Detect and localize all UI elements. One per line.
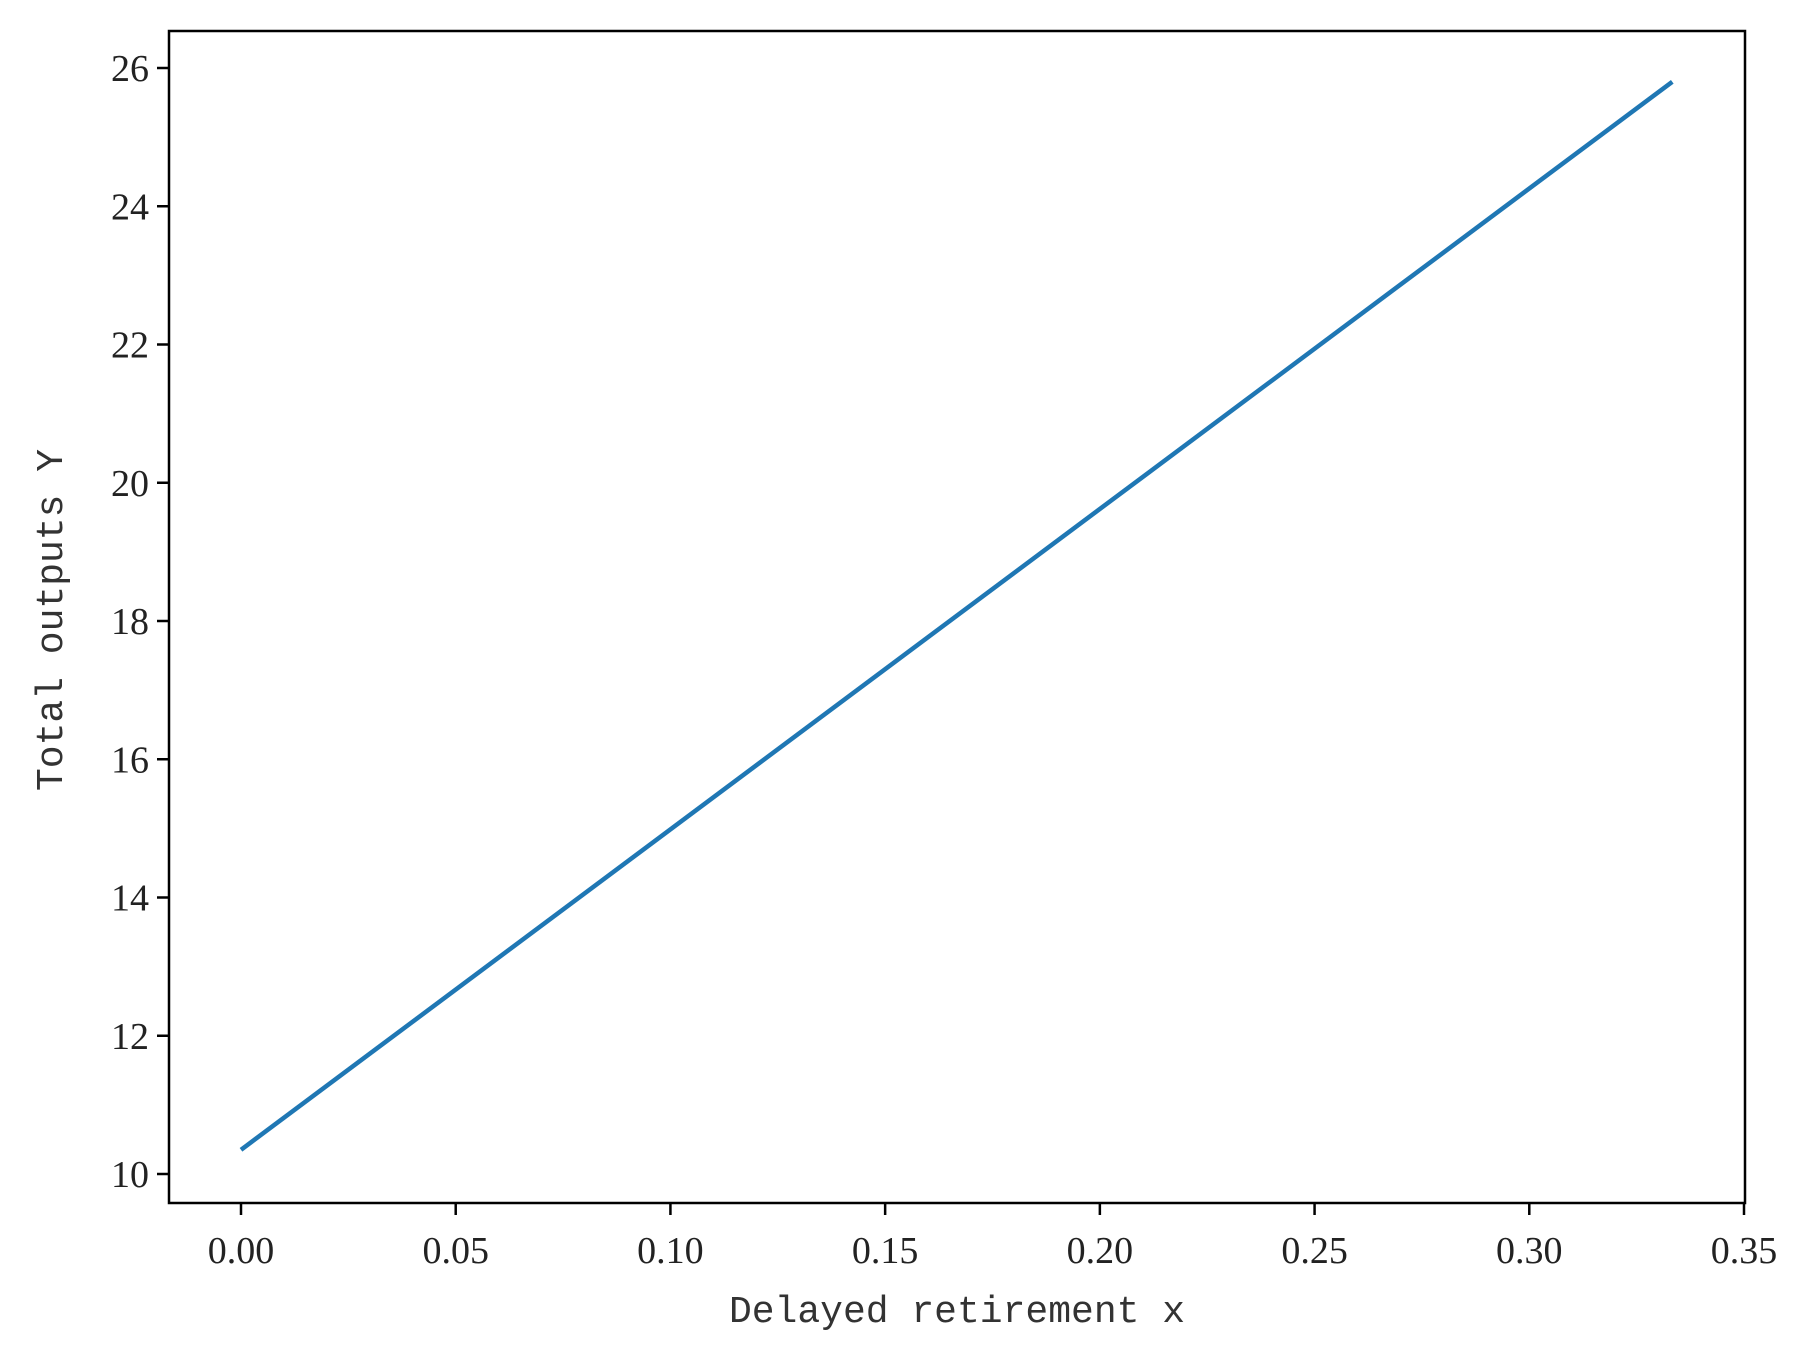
series-line bbox=[239, 80, 1674, 1152]
x-tick-label: 0.15 bbox=[852, 1230, 919, 1272]
y-tick-label: 10 bbox=[111, 1154, 149, 1196]
x-tick-label: 0.35 bbox=[1711, 1230, 1778, 1272]
x-tick-label: 0.05 bbox=[422, 1230, 489, 1272]
y-tick-label: 24 bbox=[111, 186, 149, 228]
y-tick-label: 22 bbox=[111, 325, 149, 367]
x-axis-label: Delayed retirement x bbox=[729, 1291, 1185, 1334]
y-axis-label: Total outputs Y bbox=[31, 449, 74, 791]
x-tick-label: 0.00 bbox=[208, 1230, 275, 1272]
y-tick-label: 12 bbox=[111, 1016, 149, 1058]
y-tick-label: 26 bbox=[111, 48, 149, 90]
x-tick-label: 0.30 bbox=[1496, 1230, 1563, 1272]
y-tick-label: 18 bbox=[111, 601, 149, 643]
x-tick-label: 0.25 bbox=[1281, 1230, 1348, 1272]
x-tick-label: 0.20 bbox=[1067, 1230, 1134, 1272]
y-tick-label: 14 bbox=[111, 878, 149, 920]
plot-frame bbox=[167, 29, 1747, 1205]
x-tick-label: 0.10 bbox=[637, 1230, 704, 1272]
y-tick-label: 16 bbox=[111, 739, 149, 781]
y-tick-label: 20 bbox=[111, 463, 149, 505]
